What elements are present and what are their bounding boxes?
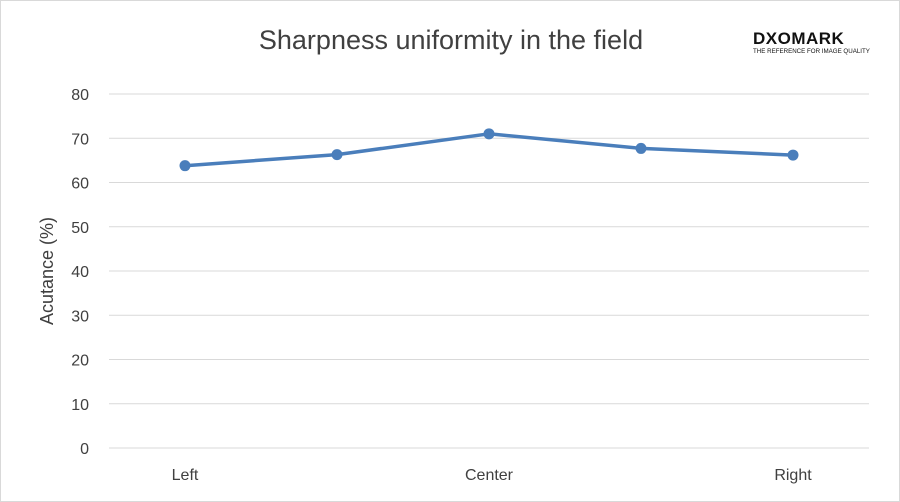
data-point-0 [179, 160, 191, 172]
y-tick-label-20: 20 [71, 353, 89, 370]
y-tick-label-80: 80 [71, 87, 89, 104]
data-point-3 [635, 142, 647, 154]
data-point-4 [787, 149, 799, 161]
y-tick-label-40: 40 [71, 264, 89, 281]
y-tick-labels: 0 10 20 30 40 50 60 70 80 [71, 87, 89, 458]
logo-tagline: THE REFERENCE FOR IMAGE QUALITY [753, 48, 870, 55]
x-tick-label-center: Center [465, 467, 514, 484]
y-tick-label-10: 10 [71, 397, 89, 414]
x-tick-labels: Left Center Right [172, 467, 813, 484]
logo-wordmark: DXOMARK [753, 29, 845, 48]
y-axis-title: Acutance (%) [37, 217, 57, 325]
series-group [179, 128, 799, 172]
data-point-1 [331, 149, 343, 161]
y-tick-label-70: 70 [71, 131, 89, 148]
x-tick-label-right: Right [774, 467, 812, 484]
dxomark-logo: DXOMARK THE REFERENCE FOR IMAGE QUALITY [753, 29, 870, 56]
x-tick-label-left: Left [172, 467, 199, 484]
data-point-2 [483, 128, 495, 140]
y-tick-label-60: 60 [71, 176, 89, 193]
gridlines [109, 93, 869, 449]
y-tick-label-30: 30 [71, 308, 89, 325]
y-tick-label-0: 0 [80, 441, 89, 458]
y-tick-label-50: 50 [71, 220, 89, 237]
chart-title: Sharpness uniformity in the field [258, 25, 644, 55]
